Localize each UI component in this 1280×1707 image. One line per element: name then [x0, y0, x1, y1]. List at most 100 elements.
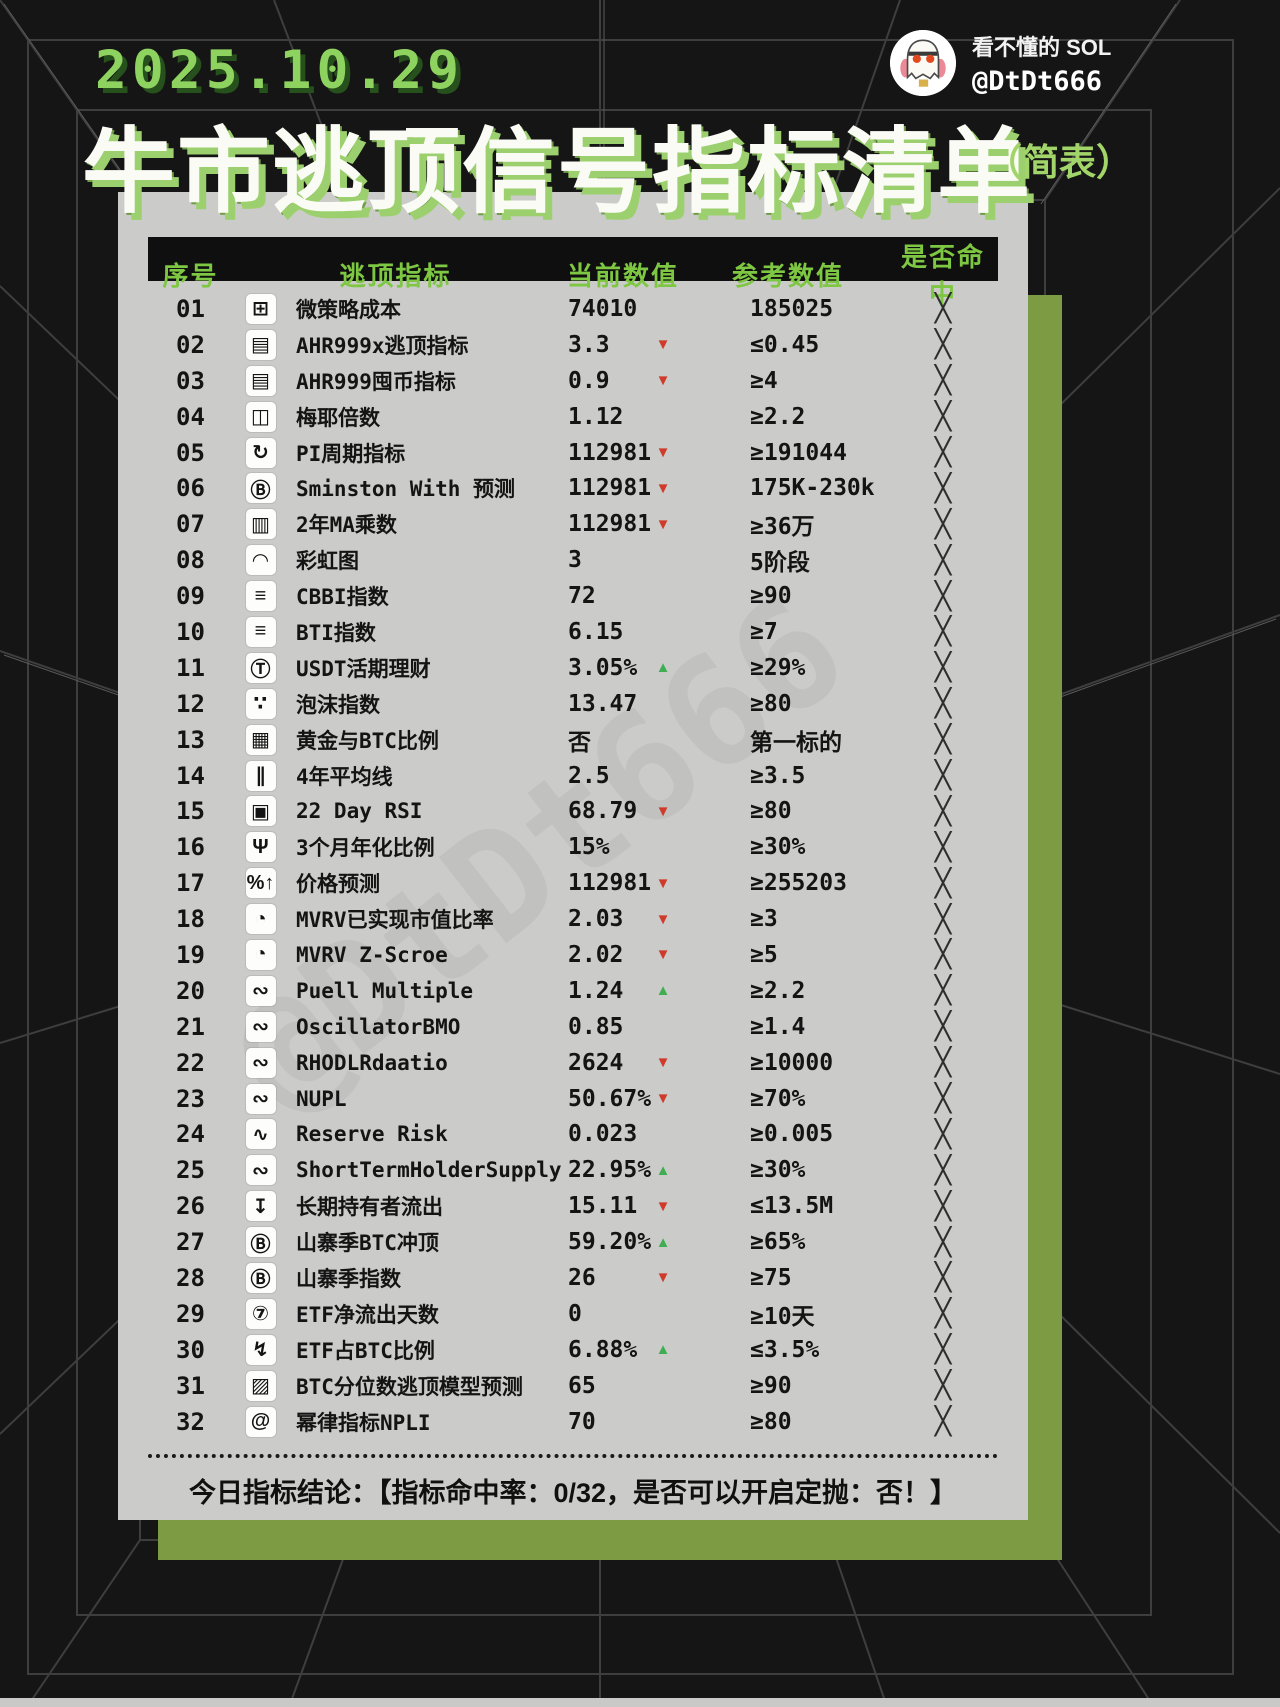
- indicator-label: BTI指数: [296, 620, 376, 645]
- row-number: 19: [176, 940, 205, 969]
- current-value: 2624: [568, 1049, 624, 1076]
- account-handle: @DtDt666: [972, 66, 1103, 97]
- hit-mark: ╳: [934, 975, 952, 1007]
- current-value: 2.03: [568, 906, 624, 933]
- reference-value: ≥191044: [750, 439, 847, 466]
- reference-value: ≥29%: [750, 654, 806, 681]
- hit-mark: ╳: [934, 1406, 952, 1438]
- indicator-label: RHODLRdaatio: [296, 1050, 448, 1075]
- reference-value: ≥30%: [750, 1157, 806, 1184]
- trend-icon: ▼: [655, 874, 671, 892]
- hit-mark: ╳: [934, 365, 952, 397]
- row-number: 09: [176, 582, 205, 611]
- table-row: 31 ▨ BTC分位数逃顶模型预测 65 ≥90 ╳: [148, 1368, 998, 1404]
- indicator-label: ShortTermHolderSupply: [296, 1158, 562, 1183]
- trend-icon: ▼: [655, 1054, 671, 1072]
- current-value: 15%: [568, 834, 610, 861]
- hit-mark: ╳: [934, 329, 952, 361]
- indicator-label: OscillatorBMO: [296, 1014, 461, 1039]
- hit-mark: ╳: [934, 1083, 952, 1115]
- trend-icon: ▼: [655, 515, 671, 533]
- current-value: 50.67%: [568, 1085, 652, 1112]
- indicator-label: 3个月年化比例: [296, 836, 435, 861]
- indicator-label: PI周期指标: [296, 441, 406, 466]
- row-number: 20: [176, 976, 205, 1005]
- reference-value: ≥70%: [750, 1085, 806, 1112]
- indicator-label: 幂律指标NPLI: [296, 1410, 431, 1435]
- table-row: 04 ◫ 梅耶倍数 1.12 ≥2.2 ╳: [148, 399, 998, 435]
- page-title: 牛市逃顶信号指标清单: [82, 120, 1032, 224]
- indicator-table-card: @DtDt666 序号 逃顶指标 当前数值 参考数值 是否命中 01 ⊞ 微策略…: [118, 192, 1028, 1520]
- table-row: 14 ∥ 4年平均线 2.5 ≥3.5 ╳: [148, 758, 998, 794]
- hit-mark: ╳: [934, 688, 952, 720]
- current-value: 112981: [568, 475, 652, 502]
- table-row: 08 ◠ 彩虹图 3 5阶段 ╳: [148, 542, 998, 578]
- row-number: 17: [176, 869, 205, 898]
- indicator-label: 22 Day RSI: [296, 799, 423, 824]
- trend-icon: ▼: [655, 372, 671, 390]
- table-row: 05 ↻ PI周期指标 112981 ▼ ≥191044 ╳: [148, 435, 998, 471]
- hit-mark: ╳: [934, 795, 952, 827]
- current-value: 0.9: [568, 367, 610, 394]
- current-value: 1.12: [568, 403, 624, 430]
- reference-value: ≥255203: [750, 870, 847, 897]
- indicator-label: 黄金与BTC比例: [296, 728, 439, 753]
- reference-value: ≥0.005: [750, 1121, 834, 1148]
- trend-icon: ▼: [655, 444, 671, 461]
- indicator-label: 2年MA乘数: [296, 513, 397, 538]
- table-row: 32 @ 幂律指标NPLI 70 ≥80 ╳: [148, 1404, 998, 1440]
- row-number: 15: [176, 797, 205, 826]
- row-number: 31: [176, 1371, 205, 1400]
- current-value: 68.79: [568, 798, 638, 825]
- indicator-label: NUPL: [296, 1086, 347, 1111]
- table-row: 13 ▦ 黄金与BTC比例 否 第一标的 ╳: [148, 722, 998, 758]
- indicator-label: Reserve Risk: [296, 1122, 448, 1147]
- current-value: 否: [568, 729, 591, 756]
- bubbles-icon: ∵: [245, 688, 276, 719]
- reference-value: ≥3: [750, 906, 778, 933]
- hit-mark: ╳: [934, 939, 952, 971]
- calculator-icon: ⊞: [245, 293, 276, 324]
- reference-value: ≤0.45: [750, 331, 820, 358]
- indicator-label: 价格预测: [296, 872, 380, 897]
- date: 2025.10.29: [95, 40, 465, 101]
- indicator-label: 梅耶倍数: [296, 405, 380, 430]
- rainbow-icon: ◠: [245, 545, 276, 576]
- account-name: 看不懂的 SOL: [972, 35, 1112, 60]
- trend-icon: ▼: [655, 802, 671, 820]
- row-number: 25: [176, 1156, 205, 1185]
- current-value: 70: [568, 1408, 596, 1435]
- reference-value: ≥65%: [750, 1229, 806, 1256]
- reference-value: ≥90: [750, 1372, 792, 1399]
- dotted-separator: [148, 1453, 998, 1458]
- gold-bars-icon: ▦: [245, 724, 276, 755]
- table-row: 24 ∿ Reserve Risk 0.023 ≥0.005 ╳: [148, 1116, 998, 1152]
- table-row: 10 ≡ BTI指数 6.15 ≥7 ╳: [148, 614, 998, 650]
- row-number: 12: [176, 689, 205, 718]
- current-value: 6.15: [568, 618, 624, 645]
- gauge-icon: ◔: [245, 904, 276, 935]
- indicator-label: 泡沫指数: [296, 692, 380, 717]
- table-row: 06 Ⓑ Sminston With 预测 112981 ▼ 175K-230k…: [148, 470, 998, 506]
- reference-value: ≥80: [750, 690, 792, 717]
- table-row: 28 Ⓑ 山寨季指数 26 ▼ ≥75 ╳: [148, 1260, 998, 1296]
- hit-mark: ╳: [934, 652, 952, 684]
- hit-mark: ╳: [934, 1011, 952, 1043]
- table-row: 11 Ⓣ USDT活期理财 3.05% ▲ ≥29% ╳: [148, 650, 998, 686]
- trend-icon: ▼: [655, 336, 671, 354]
- indicator-label: AHR999x逃顶指标: [296, 333, 469, 358]
- chart-line-icon: ▥: [245, 509, 276, 540]
- row-number: 32: [176, 1407, 205, 1436]
- reference-value: ≥10天: [750, 1303, 815, 1330]
- trend-icon: ▲: [655, 982, 671, 1000]
- current-value: 26: [568, 1264, 596, 1291]
- paperclip-icon: ∿: [245, 1119, 276, 1150]
- bottom-edge-strip: [0, 1698, 1280, 1707]
- indicator-label: BTC分位数逃顶模型预测: [296, 1374, 523, 1399]
- indicator-label: USDT活期理财: [296, 656, 431, 681]
- row-number: 24: [176, 1120, 205, 1149]
- table-row: 01 ⊞ 微策略成本 74010 185025 ╳: [148, 291, 998, 327]
- bitcoin-icon: Ⓑ: [245, 1262, 276, 1293]
- table-row: 20 ∾ Puell Multiple 1.24 ▲ ≥2.2 ╳: [148, 973, 998, 1009]
- column-header-reference: 参考数值: [731, 260, 844, 291]
